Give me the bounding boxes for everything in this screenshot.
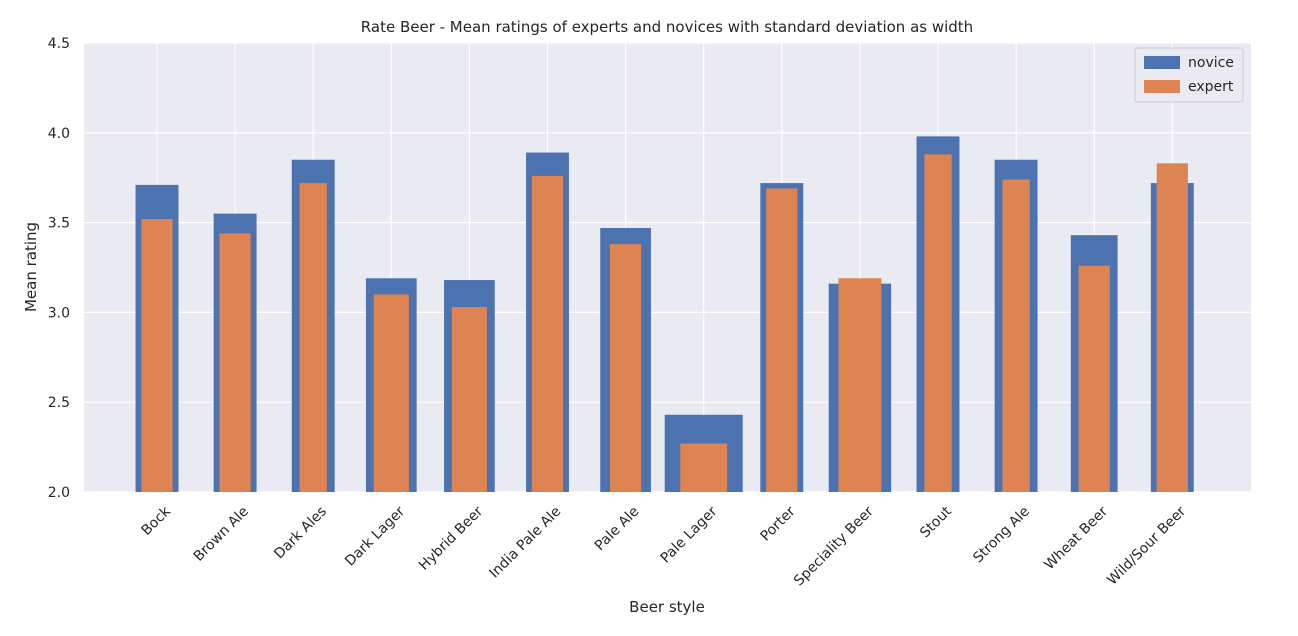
x-tick-label: Wild/Sour Beer	[1104, 503, 1189, 588]
chart-title: Rate Beer - Mean ratings of experts and …	[361, 18, 973, 36]
legend-label-novice: novice	[1188, 55, 1234, 71]
bar-expert-12	[1078, 265, 1110, 492]
x-tick-label: Porter	[758, 503, 799, 544]
bar-expert-4	[451, 307, 487, 492]
bar-expert-11	[1002, 179, 1030, 492]
expert-bars	[141, 154, 1188, 493]
x-tick-label: Wheat Beer	[1041, 503, 1111, 573]
y-tick-label: 3.5	[48, 216, 70, 232]
y-tick-label: 3.0	[48, 305, 70, 321]
x-tick-label: Brown Ale	[191, 504, 252, 565]
x-tick-label: Stout	[917, 503, 955, 541]
y-tick-labels: 2.0 2.5 3.0 3.5 4.0 4.5	[48, 36, 70, 501]
x-tick-labels: Bock Brown Ale Dark Ales Dark Lager Hybrid B…	[138, 503, 1189, 589]
bar-expert-9	[838, 278, 882, 492]
x-tick-label: Speciality Beer	[791, 503, 877, 589]
x-tick-label: Pale Lager	[658, 503, 721, 566]
y-tick-label: 2.5	[48, 395, 70, 411]
legend: novice expert	[1134, 47, 1244, 103]
x-tick-label: Hybrid Beer	[416, 503, 486, 573]
bar-expert-3	[373, 294, 409, 492]
bar-expert-10	[924, 154, 952, 493]
y-tick-label: 2.0	[48, 485, 70, 501]
bar-expert-0	[141, 219, 173, 492]
legend-swatch-novice	[1144, 56, 1180, 69]
x-tick-label: Dark Lager	[342, 503, 408, 569]
legend-swatch-expert	[1144, 80, 1180, 93]
bar-expert-5	[531, 175, 564, 493]
x-axis-label: Beer style	[629, 598, 705, 616]
bar-expert-1	[219, 233, 251, 492]
bar-expert-2	[299, 183, 327, 492]
x-tick-label: India Pale Ale	[486, 504, 564, 582]
legend-label-expert: expert	[1188, 79, 1234, 95]
y-tick-label: 4.5	[48, 36, 70, 52]
x-tick-label: Pale Ale	[592, 504, 643, 555]
x-tick-label: Strong Ale	[970, 504, 1033, 567]
y-axis-label: Mean rating	[22, 222, 40, 312]
bar-expert-8	[766, 188, 798, 492]
bar-expert-7	[680, 443, 728, 492]
x-tick-label: Bock	[138, 503, 174, 539]
x-tick-label: Dark Ales	[271, 504, 330, 563]
bar-expert-13	[1156, 163, 1188, 492]
y-tick-label: 4.0	[48, 126, 70, 142]
bar-expert-6	[610, 244, 642, 492]
